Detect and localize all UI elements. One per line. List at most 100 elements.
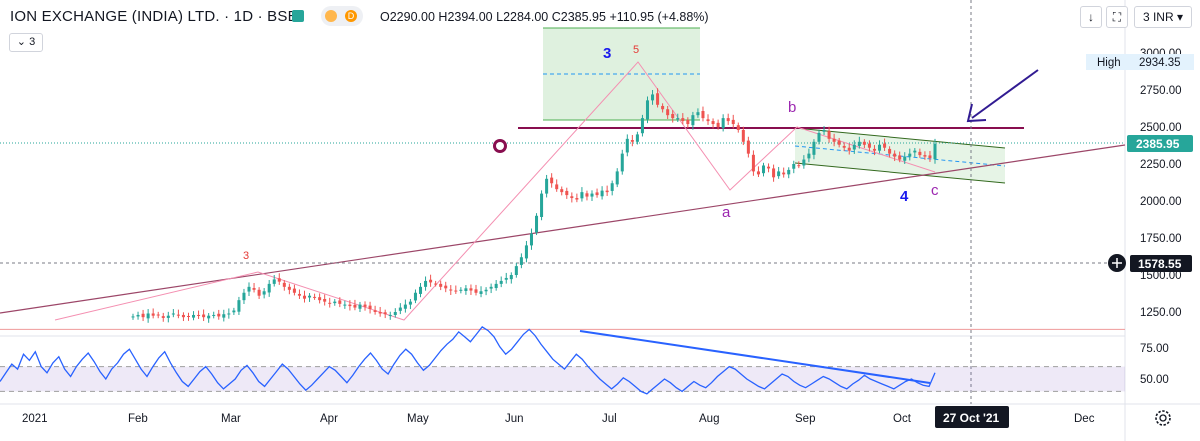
candle-body [519, 257, 523, 265]
candle-body [736, 125, 740, 130]
time-axis-label: 2021 [22, 413, 48, 425]
candle-body [585, 193, 589, 197]
candle-body [645, 100, 650, 120]
candle-body [227, 313, 231, 315]
candle-body [338, 300, 342, 304]
candle-body [620, 153, 624, 172]
candle-body [706, 119, 710, 122]
candle-body [424, 280, 428, 287]
candle-body [464, 288, 468, 291]
alarm-clock-icon[interactable] [493, 139, 507, 153]
candle-body [560, 189, 564, 193]
candle-body [323, 298, 327, 302]
candle-body [761, 165, 766, 174]
time-axis-label: Jun [505, 413, 524, 425]
candle-body [514, 266, 518, 275]
time-axis-label: Feb [128, 413, 148, 425]
open-label: O [380, 10, 390, 24]
fullscreen-button[interactable]: ⛶ [1106, 6, 1128, 28]
candle-body [429, 279, 433, 283]
candle-body [615, 171, 619, 185]
settings-gear-icon[interactable] [1155, 410, 1171, 426]
candle-body [287, 286, 291, 290]
candle-body [454, 290, 458, 292]
candle-body [222, 314, 226, 318]
candle-body [540, 193, 544, 217]
candle-body [186, 315, 190, 317]
candle-body [318, 297, 322, 301]
candle-body [449, 289, 453, 291]
change-value: +110.95 (+4.88%) [609, 10, 709, 24]
alarm-clock-face [496, 142, 504, 150]
candle-body [469, 288, 473, 291]
time-axis-label: Mar [221, 413, 241, 425]
series-collapse-toggle[interactable]: ⌄ 3 [9, 33, 43, 52]
candle-body [413, 292, 417, 301]
delay-flag-icon: D [345, 10, 357, 22]
symbol-title[interactable]: ION EXCHANGE (INDIA) LTD. · 1D · BSE [10, 8, 298, 25]
candle-body [933, 143, 937, 160]
flag-dot-icon [325, 10, 337, 22]
candle-body [418, 286, 423, 294]
crosshair-price-tag [1130, 255, 1192, 272]
candle-body [202, 314, 206, 318]
candle-body [651, 94, 655, 101]
candle-body [439, 283, 443, 287]
candle-body [434, 283, 438, 285]
candle-body [696, 112, 700, 116]
time-axis-label: Oct [893, 413, 912, 425]
crosshair-price-value: 1578.55 [1138, 257, 1182, 271]
currency-button[interactable]: 3 INR ▾ [1134, 6, 1192, 28]
candle-body [373, 310, 377, 312]
time-axis-label: Dec [1074, 413, 1095, 425]
candle-body [681, 118, 685, 122]
low-value: 2284.00 [503, 10, 549, 24]
candle-body [348, 304, 352, 307]
candle-body [166, 315, 170, 318]
candle-body [590, 193, 594, 197]
last-price-value: 2385.95 [1136, 137, 1180, 151]
price-axis-tick: 2000.00 [1140, 196, 1182, 208]
market-status-icon [292, 10, 304, 22]
rsi-axis-tick: 75.00 [1140, 343, 1169, 355]
flags-pill[interactable]: D [321, 6, 363, 26]
candle-body [741, 129, 745, 142]
high-label: High [1097, 57, 1121, 69]
candle-body [575, 198, 579, 200]
candle-body [862, 141, 866, 145]
chevron-down-icon: ▾ [1177, 10, 1184, 24]
candle-body [721, 118, 725, 129]
wave-label-3-major: 3 [603, 45, 611, 62]
candle-body [141, 313, 145, 318]
candle-body [136, 314, 140, 317]
candle-body [363, 304, 367, 307]
candle-body [580, 192, 584, 199]
currency-label: 3 INR [1142, 10, 1174, 24]
candle-body [878, 144, 882, 151]
candle-body [630, 140, 634, 142]
rsi-band [0, 366, 1125, 392]
time-axis-label: Apr [320, 413, 338, 425]
candle-body [353, 304, 357, 308]
scroll-down-button[interactable]: ↓ [1080, 6, 1102, 28]
candle-body [908, 153, 912, 157]
candle-body [282, 282, 286, 287]
candle-body [489, 286, 493, 289]
candle-body [444, 285, 448, 289]
wave-label-4: 4 [900, 188, 909, 205]
candle-body [504, 277, 508, 280]
candle-body [529, 233, 533, 246]
candle-body [212, 314, 216, 316]
candle-body [918, 151, 922, 156]
candle-body [600, 190, 604, 197]
candle-body [872, 148, 876, 151]
candle-body [625, 138, 629, 153]
add-alert-icon[interactable] [1108, 254, 1126, 272]
wave-label-c: c [931, 182, 939, 199]
chart-header: ION EXCHANGE (INDIA) LTD. · 1D · BSE D O… [0, 0, 1200, 32]
candle-body [746, 140, 750, 154]
crosshair-date-tag [935, 406, 1009, 428]
high-value: 2394.00 [447, 10, 493, 24]
